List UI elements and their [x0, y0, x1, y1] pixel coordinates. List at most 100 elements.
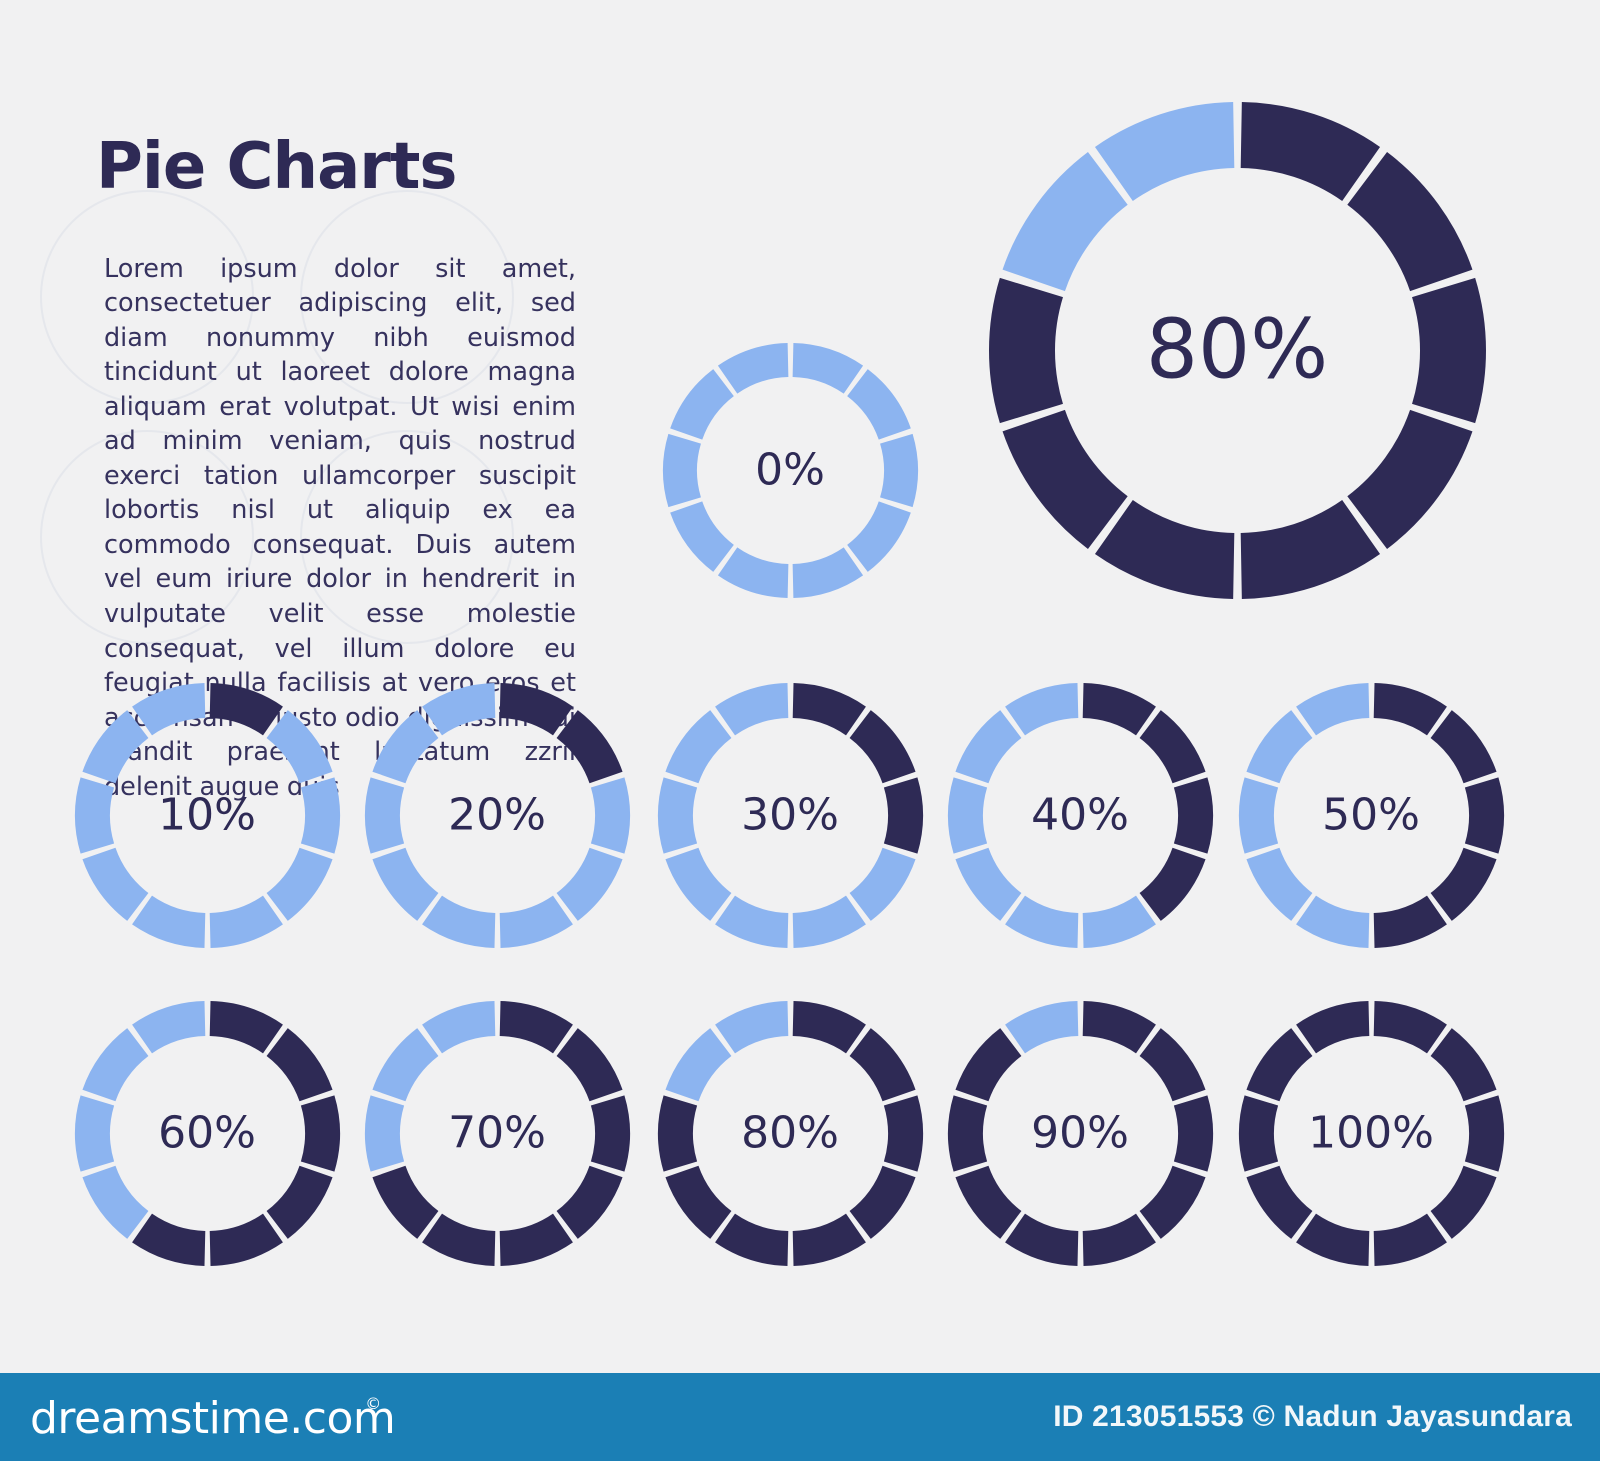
donut-segment-empty [1295, 682, 1369, 735]
donut-segment-filled [849, 1165, 916, 1239]
donut-segment-filled [1240, 499, 1380, 599]
donut-segment-filled [1082, 1000, 1156, 1053]
donut-segment-empty [421, 682, 495, 735]
donut-chart-20: 20% [364, 682, 630, 948]
registered-mark-icon: © [365, 1394, 381, 1414]
donut-segment-filled [1464, 1094, 1504, 1172]
donut-segment-filled [1373, 682, 1447, 735]
donut-ring [657, 682, 923, 948]
donut-segment-empty [664, 847, 731, 921]
donut-segment-empty [714, 1000, 788, 1053]
donut-segment-filled [657, 1094, 697, 1172]
donut-segment-empty [846, 368, 911, 440]
donut-segment-empty [81, 709, 148, 783]
donut-segment-empty [74, 776, 114, 854]
donut-segment-empty [714, 682, 788, 735]
donut-ring [947, 1000, 1213, 1266]
donut-segment-empty [371, 1027, 438, 1101]
donut-segment-filled [1346, 151, 1472, 291]
donut-segment-filled [1464, 776, 1504, 854]
donut-segment-empty [846, 500, 911, 572]
donut-segment-filled [1411, 277, 1486, 423]
donut-segment-filled [556, 1165, 623, 1239]
donut-segment-empty [792, 546, 863, 598]
donut-chart-80: 80% [988, 101, 1486, 599]
donut-ring [74, 1000, 340, 1266]
donut-segment-empty [300, 776, 340, 854]
donut-ring [364, 1000, 630, 1266]
intro-paragraph: Lorem ipsum dolor sit amet, consectetuer… [104, 253, 576, 802]
dreamstime-logo: dreamstime.com© [30, 1393, 411, 1444]
donut-segment-filled [1173, 1094, 1213, 1172]
donut-segment-empty [662, 433, 701, 507]
donut-segment-filled [1373, 1213, 1447, 1266]
donut-segment-filled [664, 1165, 731, 1239]
donut-segment-empty [81, 1027, 148, 1101]
donut-segment-empty [1082, 895, 1156, 948]
donut-segment-empty [81, 1165, 148, 1239]
donut-segment-empty [364, 1094, 404, 1172]
donut-segment-filled [1295, 1213, 1369, 1266]
donut-segment-empty [717, 342, 788, 394]
donut-segment-empty [657, 776, 697, 854]
donut-segment-empty [131, 895, 205, 948]
donut-segment-filled [1430, 1165, 1497, 1239]
donut-segment-filled [1004, 1213, 1078, 1266]
donut-chart-10: 10% [74, 682, 340, 948]
donut-segment-filled [1139, 1165, 1206, 1239]
donut-segment-filled [371, 1165, 438, 1239]
donut-segment-filled [1346, 409, 1472, 549]
donut-segment-filled [1373, 895, 1447, 948]
donut-segment-empty [499, 895, 573, 948]
donut-segment-filled [1139, 847, 1206, 921]
donut-chart-0: 0% [662, 342, 918, 598]
donut-ring [988, 101, 1486, 599]
donut-segment-filled [714, 1213, 788, 1266]
donut-segment-filled [849, 709, 916, 783]
donut-segment-filled [1082, 1213, 1156, 1266]
donut-chart-80: 80% [657, 1000, 923, 1266]
donut-segment-empty [714, 895, 788, 948]
donut-ring [1238, 682, 1504, 948]
donut-segment-empty [266, 709, 333, 783]
donut-segment-empty [664, 1027, 731, 1101]
donut-segment-filled [266, 1027, 333, 1101]
page-title: Pie Charts [96, 129, 457, 204]
donut-segment-filled [1173, 776, 1213, 854]
donut-segment-empty [669, 500, 734, 572]
donut-segment-empty [792, 342, 863, 394]
donut-segment-filled [1094, 499, 1234, 599]
donut-ring [662, 342, 918, 598]
donut-segment-filled [1245, 1165, 1312, 1239]
donut-chart-50: 50% [1238, 682, 1504, 948]
donut-segment-filled [1082, 682, 1156, 735]
donut-segment-filled [1240, 101, 1380, 201]
donut-ring [1238, 1000, 1504, 1266]
donut-segment-empty [954, 709, 1021, 783]
donut-segment-empty [590, 776, 630, 854]
donut-segment-filled [590, 1094, 630, 1172]
donut-segment-filled [1245, 1027, 1312, 1101]
donut-segment-filled [209, 1000, 283, 1053]
donut-segment-empty [371, 847, 438, 921]
donut-segment-filled [1139, 1027, 1206, 1101]
donut-segment-filled [1295, 1000, 1369, 1053]
donut-segment-filled [792, 682, 866, 735]
donut-segment-filled [209, 682, 283, 735]
donut-segment-empty [209, 895, 283, 948]
donut-segment-empty [1295, 895, 1369, 948]
donut-segment-filled [1238, 1094, 1278, 1172]
donut-segment-empty [421, 895, 495, 948]
donut-segment-filled [883, 1094, 923, 1172]
donut-ring [74, 682, 340, 948]
donut-segment-empty [1004, 682, 1078, 735]
donut-segment-empty [1004, 895, 1078, 948]
donut-chart-100: 100% [1238, 1000, 1504, 1266]
donut-segment-filled [421, 1213, 495, 1266]
donut-segment-filled [266, 1165, 333, 1239]
donut-segment-filled [1430, 709, 1497, 783]
donut-segment-filled [954, 1165, 1021, 1239]
donut-ring [364, 682, 630, 948]
donut-segment-filled [499, 682, 573, 735]
donut-segment-filled [849, 1027, 916, 1101]
